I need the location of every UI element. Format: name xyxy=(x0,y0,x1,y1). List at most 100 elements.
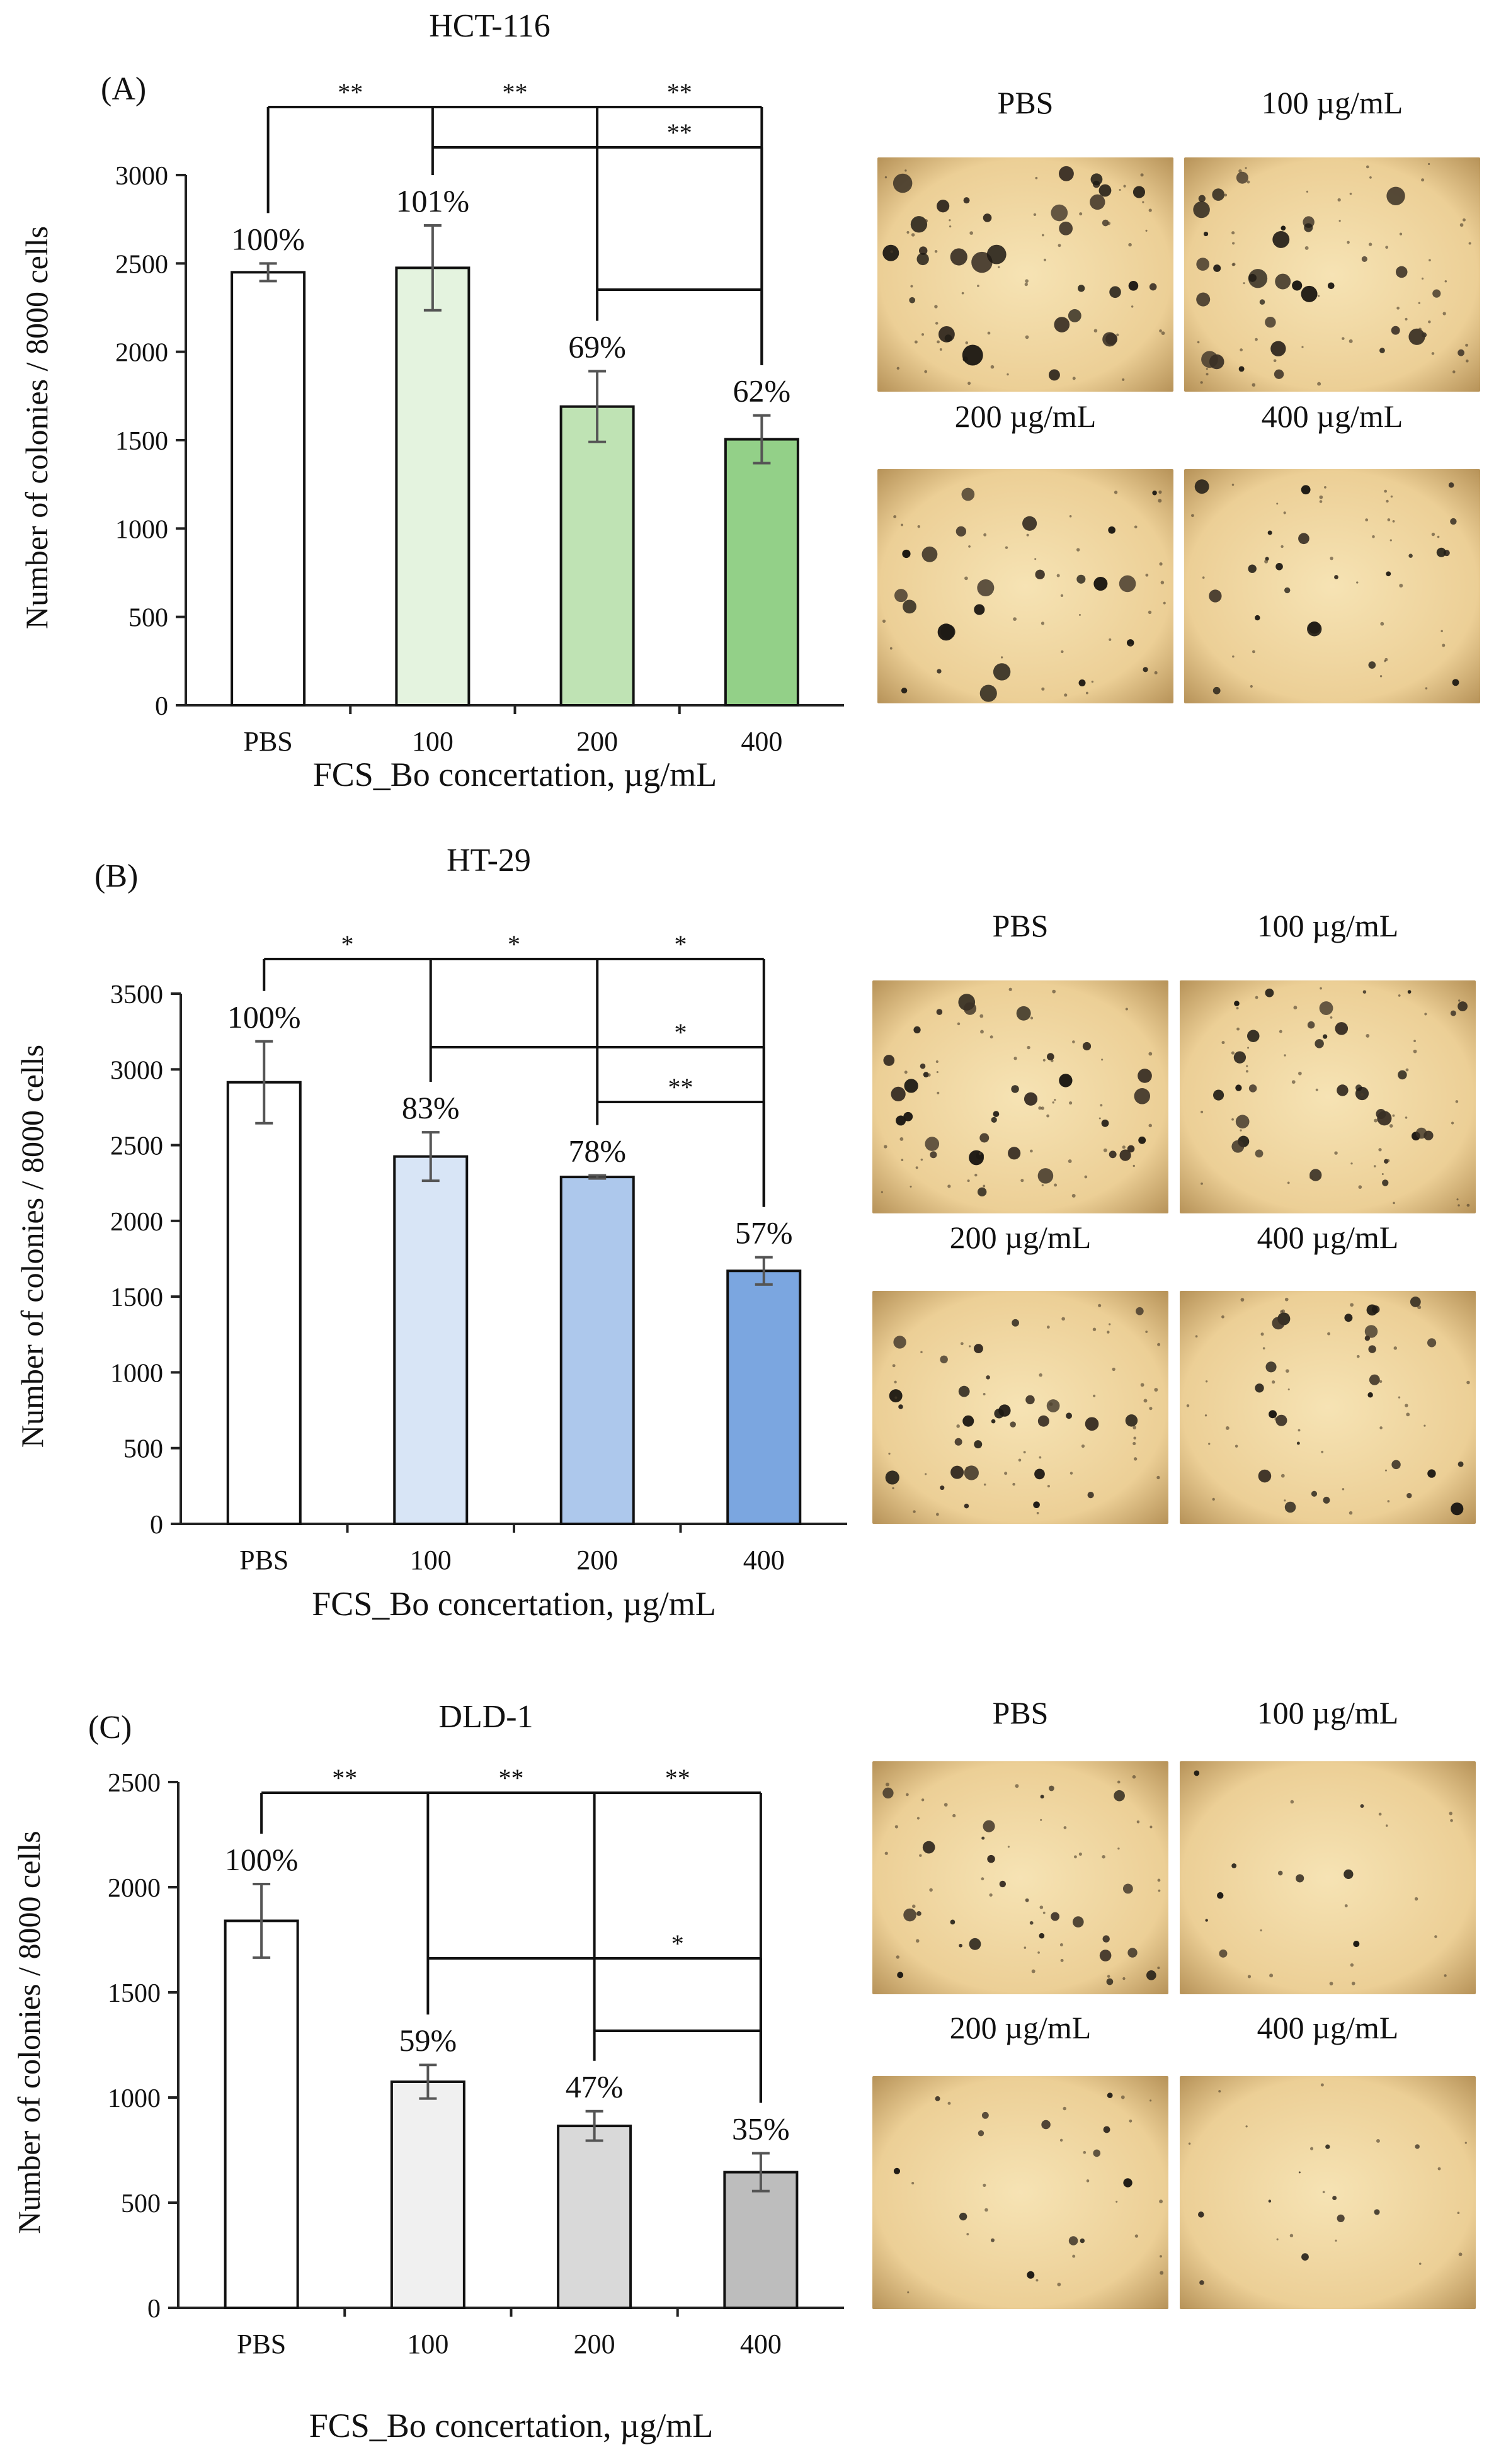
colony-micrograph xyxy=(872,1291,1168,1524)
colony-image-label: PBS xyxy=(997,85,1054,120)
y-tick-label: 2000 xyxy=(115,339,168,368)
y-tick-label: 1500 xyxy=(108,1979,161,2008)
colony-micrograph xyxy=(877,157,1173,392)
bar-200 xyxy=(557,2125,632,2310)
y-axis-label: Number of colonies / 8000 cells xyxy=(14,1045,50,1448)
colony-micrograph xyxy=(872,980,1168,1213)
bar-400 xyxy=(726,1269,802,1525)
colony-micrograph xyxy=(1180,2076,1476,2309)
bar-400 xyxy=(724,438,799,707)
bar-200 xyxy=(559,1176,635,1525)
colony-image-label: PBS xyxy=(992,1695,1049,1730)
x-tick-label: 100 xyxy=(410,1545,452,1575)
significance-marker: ** xyxy=(667,78,692,106)
x-axis-label: FCS_Bo concertation, µg/mL xyxy=(313,756,717,793)
x-tick-label: 100 xyxy=(407,2329,448,2359)
bar-pbs xyxy=(231,271,306,707)
significance-marker: * xyxy=(341,930,354,958)
bar-pbs xyxy=(226,1081,302,1525)
percent-label: 78% xyxy=(568,1133,626,1169)
significance-marker: ** xyxy=(665,1764,690,1792)
significance-marker: ** xyxy=(332,1764,357,1792)
panel-label: (A) xyxy=(101,71,146,107)
x-tick-label: 200 xyxy=(576,726,618,757)
y-tick-label: 2000 xyxy=(108,1874,161,1903)
y-tick-label: 0 xyxy=(147,2295,161,2324)
colony-micrograph xyxy=(1184,157,1480,392)
y-tick-label: 2500 xyxy=(110,1132,163,1161)
significance-marker: ** xyxy=(338,78,363,106)
colony-image-label: 400 µg/mL xyxy=(1257,1220,1399,1255)
x-tick-label: PBS xyxy=(239,1545,288,1575)
colony-image-label: 100 µg/mL xyxy=(1261,85,1403,120)
significance-marker: ** xyxy=(499,1764,524,1792)
colony-image-label: 200 µg/mL xyxy=(949,1220,1092,1255)
percent-label: 83% xyxy=(402,1090,460,1125)
colony-image-label: 100 µg/mL xyxy=(1257,1695,1399,1730)
chart-panel-dld-1: DLD-1 (C) 0 500 1000 1500 2000 2500 Number of co… xyxy=(11,1699,844,2444)
y-tick-label: 500 xyxy=(121,2189,161,2218)
y-tick-label: 1000 xyxy=(115,515,168,544)
bar-pbs xyxy=(224,1919,299,2309)
colony-micrograph xyxy=(872,1761,1168,1994)
colony-micrograph xyxy=(1180,1291,1476,1524)
y-axis-label: Number of colonies / 8000 cells xyxy=(11,1831,47,2234)
percent-label: 100% xyxy=(225,1842,299,1877)
colony-image-label: 100 µg/mL xyxy=(1257,908,1399,943)
percent-label: 101% xyxy=(396,183,470,219)
significance-marker: * xyxy=(675,1018,687,1047)
y-tick-label: 3000 xyxy=(110,1056,163,1085)
colony-micrograph xyxy=(877,469,1173,703)
colony-image-label: 400 µg/mL xyxy=(1261,399,1403,434)
colony-image-label: 200 µg/mL xyxy=(949,2010,1092,2045)
y-tick-label: 2500 xyxy=(115,250,168,279)
bar-200 xyxy=(559,405,635,707)
y-tick-label: 1500 xyxy=(110,1283,163,1312)
y-tick-label: 0 xyxy=(150,1511,163,1540)
colony-image-label: PBS xyxy=(992,908,1049,943)
y-tick-label: 3500 xyxy=(110,980,163,1009)
chart-title: HCT-116 xyxy=(429,8,551,44)
x-tick-label: 100 xyxy=(412,726,454,757)
y-tick-label: 1000 xyxy=(110,1359,163,1388)
y-tick-label: 0 xyxy=(155,692,168,721)
significance-marker: ** xyxy=(667,118,692,147)
percent-label: 57% xyxy=(735,1215,793,1251)
y-tick-label: 3000 xyxy=(115,162,168,191)
x-tick-label: 400 xyxy=(740,2329,782,2359)
x-tick-label: PBS xyxy=(237,2329,286,2359)
x-tick-label: 400 xyxy=(743,1545,785,1575)
x-tick-label: 200 xyxy=(576,1545,618,1575)
percent-label: 59% xyxy=(399,2023,457,2058)
colony-micrograph xyxy=(1184,469,1480,703)
chart-title: DLD-1 xyxy=(438,1699,533,1735)
y-tick-label: 2500 xyxy=(108,1769,161,1798)
percent-label: 69% xyxy=(568,329,626,365)
chart-title: HT-29 xyxy=(447,843,531,878)
colony-micrograph xyxy=(872,2076,1168,2309)
percent-label: 62% xyxy=(733,373,791,409)
bar-100 xyxy=(393,1155,469,1525)
colony-image-label: 400 µg/mL xyxy=(1257,2010,1399,2045)
x-axis-label: FCS_Bo concertation, µg/mL xyxy=(309,2407,714,2444)
y-axis-label: Number of colonies / 8000 cells xyxy=(19,226,54,629)
x-tick-label: 200 xyxy=(574,2329,615,2359)
y-tick-label: 500 xyxy=(123,1435,163,1464)
bar-100 xyxy=(395,266,471,707)
x-tick-label: PBS xyxy=(243,726,292,757)
chart-panel-hct-116: HCT-116 (A) 0 500 1000 1500 2000 2500 3000 Number… xyxy=(19,8,844,793)
percent-label: 35% xyxy=(732,2111,790,2147)
percent-label: 47% xyxy=(566,2069,624,2104)
significance-marker: * xyxy=(671,1929,684,1958)
y-tick-label: 500 xyxy=(128,604,168,633)
x-tick-label: 400 xyxy=(741,726,782,757)
y-tick-label: 1000 xyxy=(108,2084,161,2113)
colony-micrograph xyxy=(1180,1761,1476,1994)
bar-400 xyxy=(723,2171,799,2310)
y-tick-label: 1500 xyxy=(115,427,168,456)
panel-label: (B) xyxy=(94,858,138,894)
significance-marker: * xyxy=(508,930,520,958)
colony-image-label: 200 µg/mL xyxy=(954,399,1097,434)
x-axis-label: FCS_Bo concertation, µg/mL xyxy=(312,1585,716,1623)
